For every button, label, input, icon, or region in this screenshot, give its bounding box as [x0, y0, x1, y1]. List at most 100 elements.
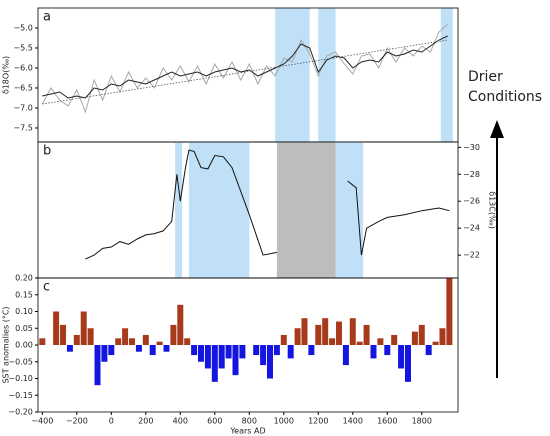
y-tick-label: 0.05 [15, 324, 33, 333]
bar [101, 345, 108, 362]
x-tick-label: 800 [242, 417, 257, 426]
shaded-span [188, 142, 250, 278]
bar [129, 338, 136, 345]
bar [211, 345, 218, 382]
y-tick-label: −6.5 [13, 84, 32, 93]
panel-label: b [43, 144, 51, 159]
x-tick-label: 400 [173, 417, 188, 426]
shaded-span [335, 142, 364, 278]
bar [411, 331, 418, 345]
bar [398, 345, 405, 369]
arrow-head [490, 120, 504, 138]
y-tick-label: −7.0 [13, 104, 32, 113]
bar [156, 341, 163, 345]
bar [356, 341, 363, 345]
data-line [42, 39, 448, 105]
bar [115, 338, 122, 345]
panel-frame [37, 7, 459, 143]
bar [239, 345, 246, 359]
y-tick-label: 0.15 [15, 290, 33, 299]
y-tick-label: 0.10 [15, 307, 33, 316]
bar [363, 324, 370, 345]
bar [266, 345, 273, 379]
bar [432, 341, 439, 345]
x-tick-label: 1400 [343, 417, 363, 426]
x-tick-label: −400 [31, 417, 53, 426]
y-axis-label: δ18O(‰) [2, 56, 11, 94]
bar [273, 345, 280, 356]
bar [197, 345, 204, 362]
bar [53, 311, 60, 345]
shaded-span [275, 8, 310, 142]
y-tick-label: −0.10 [8, 374, 33, 383]
bar [170, 324, 177, 345]
y-tick-label: −5.0 [13, 24, 32, 33]
bar [232, 345, 239, 376]
bar [280, 334, 287, 345]
y-tick-label: −24 [463, 224, 480, 233]
bar [329, 338, 336, 345]
bar [204, 345, 211, 369]
y-tick-label: −28 [463, 170, 480, 179]
x-tick-label: 1800 [412, 417, 432, 426]
y-tick-label: −0.05 [8, 357, 33, 366]
y-axis-label: δ13C(‰) [488, 191, 497, 229]
annotation-line: Conditions [468, 89, 542, 105]
bar [418, 324, 425, 345]
y-tick-label: −0.15 [8, 391, 33, 400]
bar [60, 324, 67, 345]
bar [287, 345, 294, 359]
bar [184, 338, 191, 345]
y-tick-label: −0.20 [8, 408, 33, 417]
bar [377, 338, 384, 345]
bar [384, 345, 391, 356]
shaded-span [175, 142, 183, 278]
panel-frame [37, 277, 459, 413]
y-tick-label: 0.20 [15, 274, 33, 283]
x-tick-label: 1600 [377, 417, 397, 426]
x-tick-label: −200 [66, 417, 88, 426]
panel-label: a [43, 10, 51, 25]
bar [439, 328, 446, 345]
shaded-span [440, 8, 453, 142]
shaded-span [276, 142, 336, 278]
data-line [85, 149, 450, 260]
bar [446, 278, 453, 345]
bar [177, 304, 184, 345]
bar [342, 345, 349, 366]
bar [349, 318, 356, 345]
y-tick-label: −22 [463, 251, 480, 260]
bar [94, 345, 101, 386]
y-tick-label: −6.0 [13, 64, 32, 73]
panel-label: c [43, 280, 50, 295]
y-axis-label: SST anomalies (°C) [2, 306, 11, 383]
bar [370, 345, 377, 359]
x-tick-label: 200 [138, 417, 153, 426]
y-tick-label: −5.5 [13, 44, 32, 53]
x-axis-label: Years AD [229, 427, 265, 436]
bar [73, 334, 80, 345]
y-tick-label: 0.00 [15, 341, 33, 350]
bar [308, 345, 315, 356]
bar [315, 324, 322, 345]
y-tick-label: −7.5 [13, 124, 32, 133]
bar [225, 345, 232, 359]
bar [191, 345, 198, 356]
x-tick-label: 1000 [274, 417, 294, 426]
x-tick-label: 600 [207, 417, 222, 426]
bar [218, 345, 225, 369]
bar [294, 328, 301, 345]
bar [253, 345, 260, 356]
bar [301, 318, 308, 345]
bar [322, 318, 329, 345]
bar [260, 345, 267, 366]
bar [142, 334, 149, 345]
shaded-span [318, 8, 336, 142]
bar [108, 345, 115, 356]
bar [335, 321, 342, 345]
bar [425, 345, 432, 356]
bar [80, 311, 87, 345]
bar [39, 338, 46, 345]
bar [135, 345, 142, 352]
